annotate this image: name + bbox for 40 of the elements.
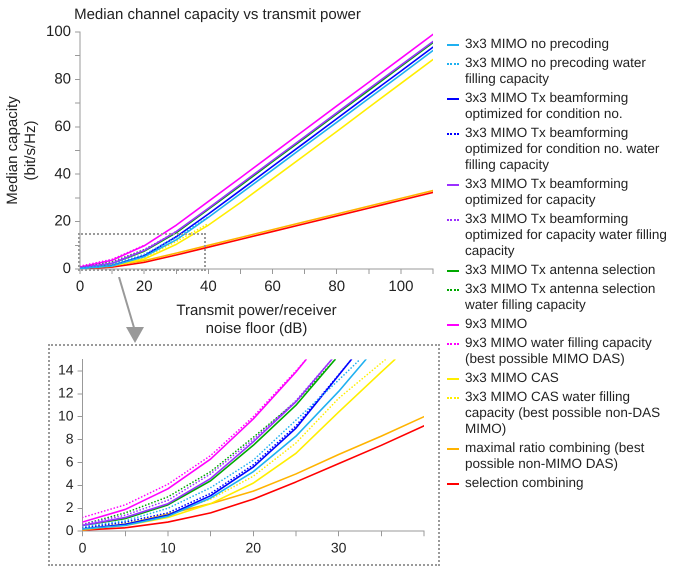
legend-label: 3x3 MIMO no precoding water filling capacity <box>465 55 647 87</box>
x-tick-label: 60 <box>264 278 281 296</box>
y-tick-label: 60 <box>54 118 72 135</box>
y-tick-label: 0 <box>66 522 74 538</box>
legend-label: 9x3 MIMO <box>465 316 528 332</box>
legend-label: 3x3 MIMO Tx beamforming optimized for capacity <box>465 176 630 208</box>
y-tick-label: 100 <box>46 23 72 40</box>
legend-label: 3x3 MIMO no precoding <box>465 36 610 52</box>
x-tick-label: 10 <box>160 539 176 556</box>
y-tick-label: 40 <box>54 165 72 182</box>
y-tick-label: 4 <box>66 476 74 492</box>
y-tick-label: 8 <box>66 430 74 446</box>
legend-label: 3x3 MIMO Tx beamforming optimized for condition no. <box>465 90 630 122</box>
y-tick-label: 12 <box>58 384 74 401</box>
x-tick-label: 100 <box>388 278 414 296</box>
y-tick-label: 20 <box>54 212 72 230</box>
y-tick-label: 80 <box>54 70 72 88</box>
x-tick-label: 20 <box>136 278 153 296</box>
legend-label: 3x3 MIMO Tx antenna selection water filling capacity <box>465 281 656 313</box>
x-tick-label: 20 <box>245 539 262 556</box>
legend-label: 3x3 MIMO Tx beamforming optimized for condition no. water filling capacity <box>465 125 660 173</box>
legend-label: maximal ratio combining (best possible non-MIMO DAS) <box>465 440 646 472</box>
x-tick-label: 40 <box>200 278 217 296</box>
legend-label: 9x3 MIMO water filling capacity (best possible MIMO DAS) <box>465 335 653 367</box>
x-tick-label: 80 <box>328 278 346 296</box>
y-tick-label: 10 <box>58 408 74 424</box>
x-tick-label: 0 <box>78 539 87 556</box>
y-tick-label: 6 <box>66 453 74 470</box>
x-tick-label: 30 <box>330 539 347 556</box>
chart-title: Median channel capacity vs transmit power <box>74 6 361 24</box>
y-axis-title: Median capacity (bit/s/Hz) <box>4 96 40 205</box>
y-tick-label: 14 <box>58 362 74 378</box>
legend-label: 3x3 MIMO Tx antenna selection <box>465 262 656 278</box>
legend-label: 3x3 MIMO CAS water filling capacity (best possible non-DAS MIMO) <box>465 389 662 437</box>
x-axis-title: Transmit power/receiver noise floor (dB) <box>176 302 337 338</box>
y-tick-label: 2 <box>66 499 74 516</box>
legend-label: selection combining <box>465 475 584 491</box>
legend-label: 3x3 MIMO Tx beamforming optimized for capacity water filling capacity <box>465 211 668 259</box>
legend-label: 3x3 MIMO CAS <box>465 370 559 386</box>
y-tick-label: 0 <box>62 260 72 278</box>
